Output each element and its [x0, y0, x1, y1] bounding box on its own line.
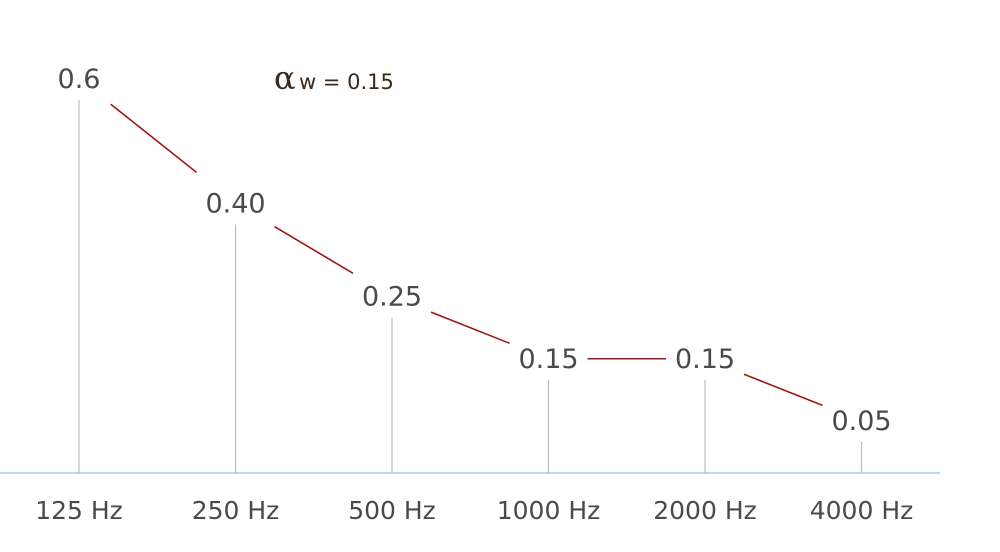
alpha-annotation: α w = 0.15 — [274, 59, 394, 97]
stems — [78, 100, 863, 473]
value-label: 0.05 — [831, 406, 891, 437]
x-tick-label: 4000 Hz — [810, 496, 914, 525]
connector-lines — [110, 103, 823, 407]
x-tick-labels: 125 Hz 250 Hz 500 Hz 1000 Hz 2000 Hz 4000 Hz — [35, 496, 913, 525]
x-tick-label: 250 Hz — [192, 496, 280, 525]
value-label: 0.15 — [675, 344, 735, 375]
alpha-value: w = 0.15 — [299, 70, 394, 94]
connector-line — [110, 103, 197, 173]
x-tick-label: 125 Hz — [35, 496, 123, 525]
x-tick-label: 500 Hz — [348, 496, 436, 525]
connector-line — [430, 311, 510, 345]
connector-line — [274, 225, 354, 275]
x-tick-label: 2000 Hz — [653, 496, 757, 525]
alpha-symbol: α — [274, 59, 296, 97]
value-label: 0.40 — [205, 188, 265, 219]
value-label: 0.15 — [518, 344, 578, 375]
value-labels: 0.6 0.40 0.25 0.15 0.15 0.05 — [58, 64, 892, 437]
connector-line — [743, 373, 823, 407]
value-label: 0.25 — [362, 282, 422, 313]
value-label: 0.6 — [58, 64, 101, 95]
x-tick-label: 1000 Hz — [497, 496, 601, 525]
